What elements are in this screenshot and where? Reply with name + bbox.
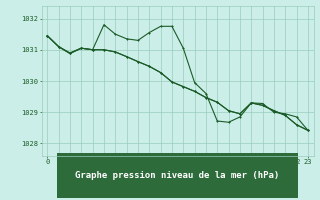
X-axis label: Graphe pression niveau de la mer (hPa): Graphe pression niveau de la mer (hPa): [76, 171, 280, 180]
